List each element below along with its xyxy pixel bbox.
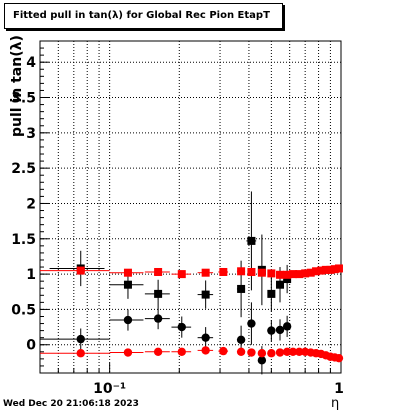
data-point-square [257,268,266,277]
data-point-square [154,267,163,276]
data-point-circle [257,349,267,358]
data-point-square [301,269,310,278]
data-point-square [247,236,256,245]
series-1 [40,302,292,375]
data-point-circle [177,347,186,357]
series-3 [40,346,344,363]
data-point-square [237,284,246,293]
data-point-square [267,269,276,278]
plot-frame [39,40,342,374]
data-point-square [76,266,85,275]
data-point-circle [236,347,246,357]
y-tick-label: 3.5 [11,91,36,107]
grid-layer [39,41,342,373]
data-point-square [283,270,292,279]
data-point-circle [334,353,344,363]
timestamp: Wed Dec 20 21:06:18 2023 [3,399,139,409]
data-point-square [177,270,186,279]
data-point-square [123,268,132,277]
y-tick-label: 0.5 [11,302,36,318]
data-point-square [247,267,256,276]
data-point-square [330,265,339,274]
data-point-circle [295,347,304,357]
data-point-circle [247,319,256,328]
data-point-square [276,270,285,279]
data-point-circle [288,347,298,357]
data-point-square [237,267,246,276]
chart-title: Fitted pull in tan(λ) for Global Rec Pio… [13,10,270,21]
data-point-circle [267,349,276,358]
chart-title-box: Fitted pull in tan(λ) for Global Rec Pio… [4,3,283,29]
data-point-square [201,268,210,277]
y-tick-label: 2.5 [11,161,36,177]
data-point-circle [282,322,292,331]
data-point-circle [153,314,163,323]
x-axis-label: η [331,396,340,411]
y-axis-label: pull in tan(λ) [9,35,25,137]
data-point-square [321,265,330,274]
data-point-circle [257,356,267,365]
data-point-circle [76,334,85,344]
data-point-square [334,264,343,273]
data-point-square [288,270,297,279]
data-point-square [267,289,276,298]
data-point-square [154,289,163,298]
data-point-square [295,270,304,279]
data-point-circle [219,346,228,356]
data-point-circle [275,325,285,335]
x-tick-label: 1 [334,381,344,397]
ticks-layer: 0 0.5 1 1.5 2 2.5 3 3.5 4 10⁻¹ 1 [11,47,344,397]
data-point-square [123,280,132,289]
y-tick-label: 1.5 [11,232,36,248]
series-2 [40,264,343,279]
data-point-circle [267,326,276,335]
data-point-circle [201,346,210,355]
series-0 [49,191,292,318]
data-point-square [219,267,228,276]
data-point-square [312,267,321,276]
data-point-circle [236,335,246,344]
y-tick-label: 3 [26,126,36,142]
y-tick-label: 4 [26,55,36,71]
data-point-circle [201,333,210,342]
data-point-square [201,290,210,299]
data-point-square [283,275,292,284]
y-tick-label: 2 [26,196,36,212]
data-point-square [306,268,315,277]
data-point-square [326,265,335,274]
data-point-circle [153,347,163,357]
y-tick-label: 1 [26,267,36,283]
data-layer [40,191,344,375]
data-point-circle [76,349,85,358]
data-point-circle [247,348,256,357]
data-point-circle [123,315,133,325]
data-point-circle [275,348,285,357]
data-point-circle [282,347,292,357]
data-point-square [276,280,285,289]
x-tick-label: 10⁻¹ [93,381,126,397]
data-point-circle [177,322,186,332]
data-point-square [317,266,326,275]
y-tick-label: 0 [26,338,36,354]
data-point-circle [123,348,133,357]
